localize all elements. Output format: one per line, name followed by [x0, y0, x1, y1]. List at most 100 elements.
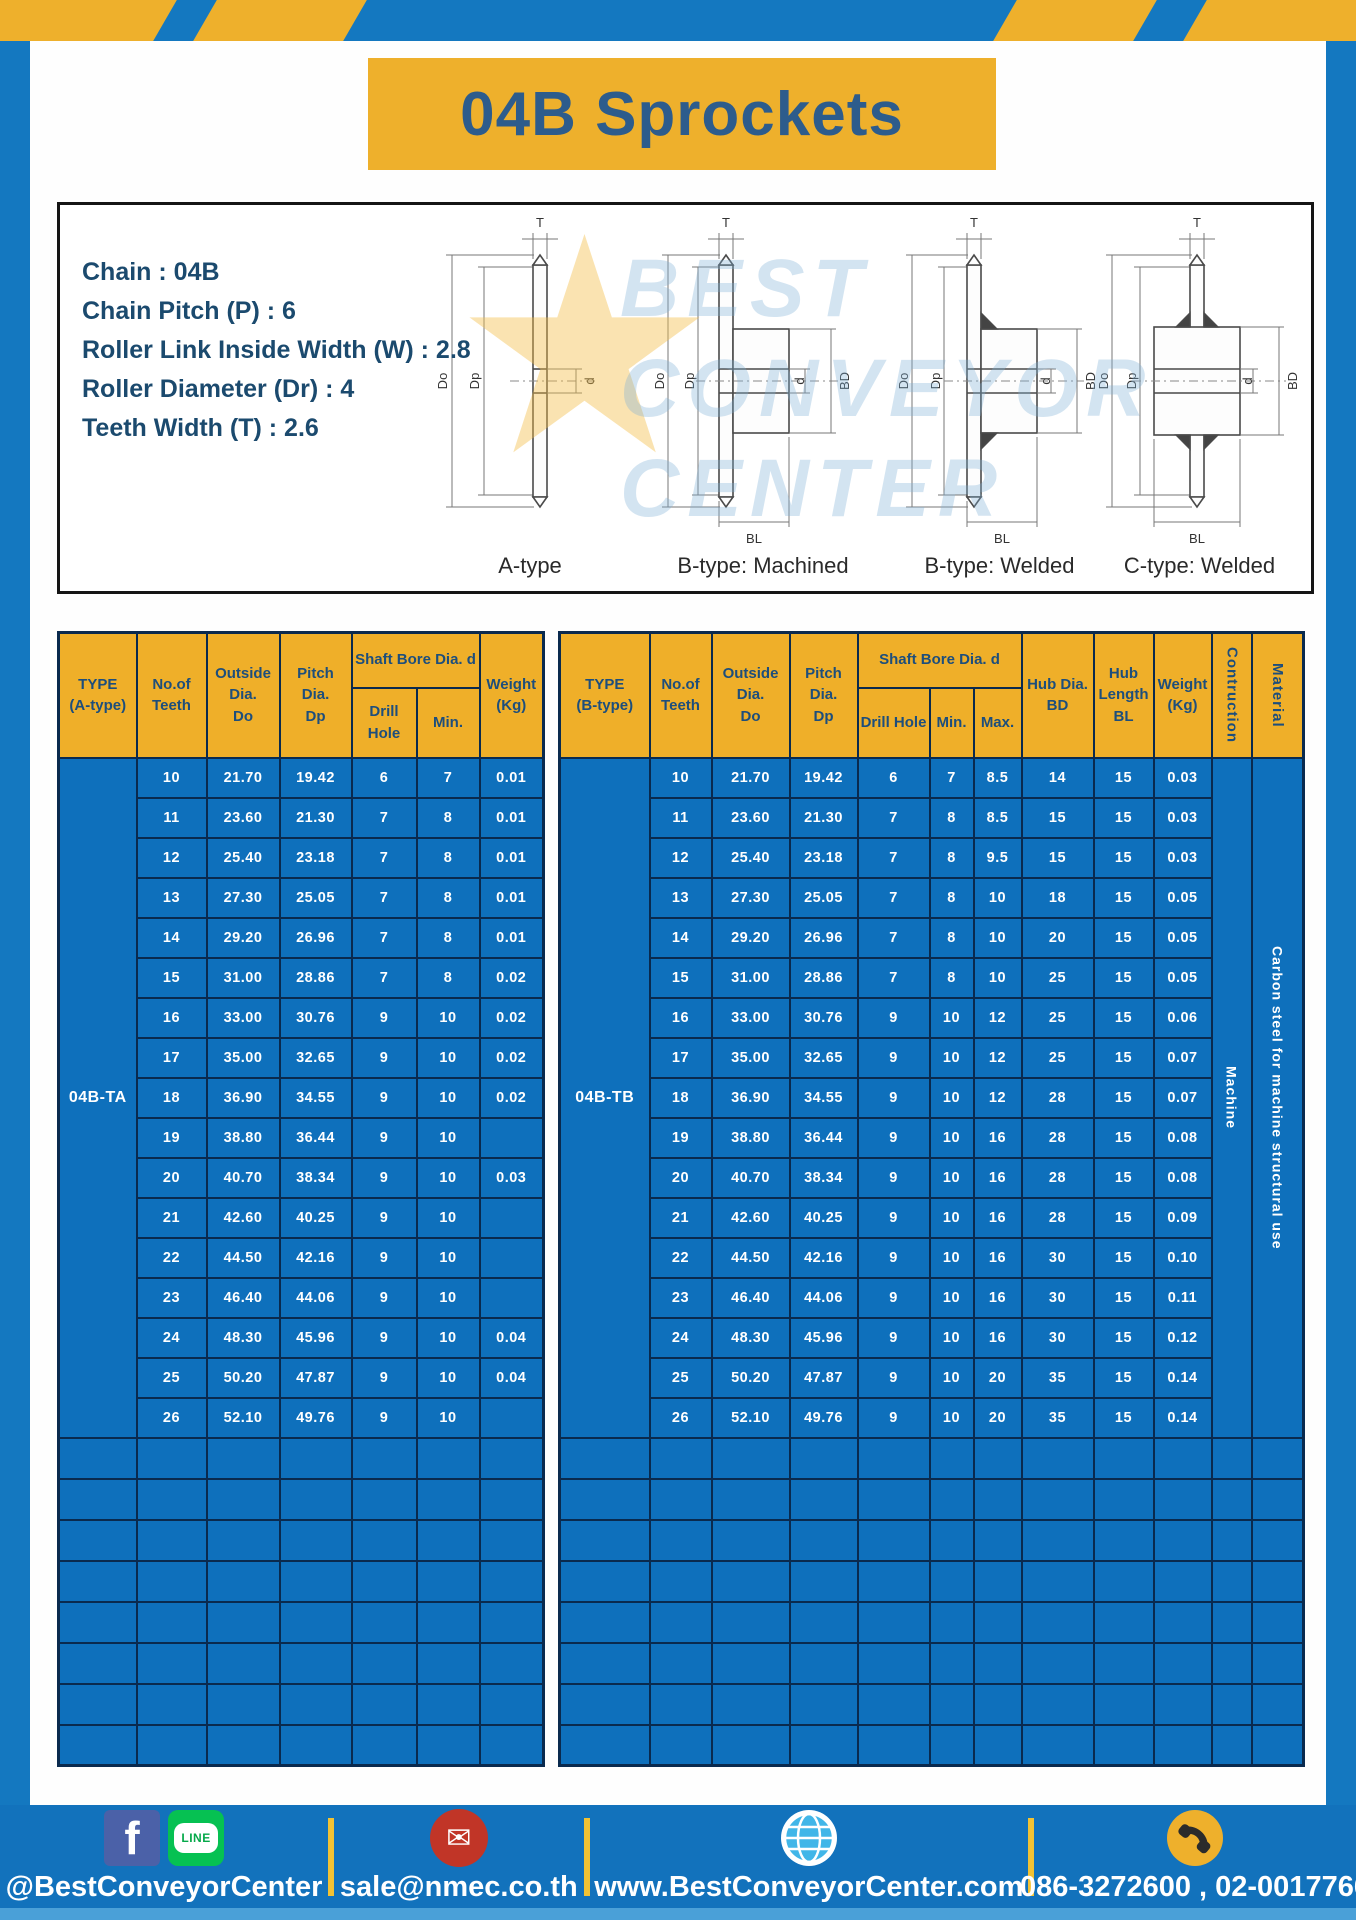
b-type-machined-drawing: Do Dp T d BD BL: [652, 215, 852, 546]
table-cell: 0.01: [478, 796, 545, 839]
table-cell: 15: [1092, 796, 1155, 839]
table-cell: 16: [648, 996, 713, 1039]
table-cell: 30.76: [788, 996, 859, 1039]
table-cell: [415, 1559, 481, 1603]
table-cell: 20: [648, 1156, 713, 1199]
a-type-table-container: TYPE (A-type) No.of Teeth Outside Dia. D…: [57, 631, 545, 1767]
drawing-panel: ★ BEST CONVEYOR CENTER Chain : 04B Chain…: [57, 202, 1314, 594]
table-cell: 16: [135, 996, 208, 1039]
col-header-outside-dia: Outside Dia. Do: [710, 631, 791, 759]
table-cell: [648, 1641, 713, 1685]
table-cell: 32.65: [788, 1036, 859, 1079]
table-cell: 25: [1020, 1036, 1095, 1079]
table-cell: 44.06: [788, 1276, 859, 1319]
table-cell: 0.12: [1152, 1316, 1213, 1359]
table-cell: 25: [648, 1356, 713, 1399]
table-cell: 13: [135, 876, 208, 919]
table-cell: [710, 1559, 791, 1603]
table-cell: [856, 1600, 931, 1644]
table-cell: 19: [135, 1116, 208, 1159]
b-type-welded-drawing: Do Dp T d BD BL: [896, 215, 1098, 546]
table-cell: [135, 1682, 208, 1726]
table-cell: [558, 1641, 651, 1685]
table-cell: 36.90: [710, 1076, 791, 1119]
table-cell: 9: [350, 1276, 418, 1319]
col-header-type: TYPE (A-type): [57, 631, 138, 759]
table-cell: [648, 1436, 713, 1480]
table-cell: 34.55: [278, 1076, 353, 1119]
table-cell: 19: [648, 1116, 713, 1159]
table-cell: [278, 1518, 353, 1562]
table-cell: 19.42: [278, 756, 353, 799]
table-cell: 10: [415, 1236, 481, 1279]
table-cell: 25.05: [278, 876, 353, 919]
table-cell: 40.70: [205, 1156, 281, 1199]
facebook-icon: f: [104, 1810, 161, 1866]
table-cell: 38.80: [710, 1116, 791, 1159]
table-cell: 15: [648, 956, 713, 999]
table-cell: 21.70: [710, 756, 791, 799]
table-cell: [1152, 1600, 1213, 1644]
table-cell: 40.25: [278, 1196, 353, 1239]
table-row: 12 25.40 23.18 7 8 9.5 15 15 0.03: [560, 836, 1304, 879]
col-header-type: TYPE (B-type): [558, 631, 651, 759]
table-cell: 15: [1092, 996, 1155, 1039]
svg-text:d: d: [1038, 377, 1053, 384]
table-cell: 42.16: [278, 1236, 353, 1279]
page-title: 04B Sprockets: [460, 79, 904, 149]
table-cell: 15: [1092, 756, 1155, 799]
table-cell: [57, 1600, 138, 1644]
table-cell: 40.25: [788, 1196, 859, 1239]
table-cell: 28.86: [278, 956, 353, 999]
table-cell: 15: [1092, 916, 1155, 959]
bottom-strip: [0, 1908, 1356, 1920]
empty-row: [57, 1518, 545, 1562]
table-cell: 20: [1020, 916, 1095, 959]
table-cell: [856, 1723, 931, 1767]
table-cell: 35.00: [205, 1036, 281, 1079]
table-cell: 23.18: [788, 836, 859, 879]
svg-text:Dp: Dp: [467, 373, 482, 390]
spec-line: Chain : 04B: [82, 258, 220, 286]
table-cell: 12: [972, 1076, 1023, 1119]
table-cell: 9: [350, 1076, 418, 1119]
table-cell: 15: [135, 956, 208, 999]
table-cell: [205, 1436, 281, 1480]
col-header-max: Max.: [972, 686, 1023, 759]
table-cell: 10: [928, 1156, 975, 1199]
table-cell: 15: [1092, 1196, 1155, 1239]
table-cell: [710, 1600, 791, 1644]
table-cell: 0.02: [478, 1076, 545, 1119]
table-cell: [1092, 1436, 1155, 1480]
phone-icon: [1167, 1810, 1223, 1866]
table-cell: [478, 1682, 545, 1726]
table-cell: 49.76: [788, 1396, 859, 1439]
table-cell: 8: [928, 956, 975, 999]
table-cell: 10: [928, 996, 975, 1039]
table-cell: [1250, 1518, 1305, 1562]
table-cell: [1152, 1518, 1213, 1562]
title-banner: 04B Sprockets: [368, 58, 996, 170]
svg-text:BD: BD: [1083, 372, 1098, 390]
table-cell: 0.10: [1152, 1236, 1213, 1279]
table-cell: 42.16: [788, 1236, 859, 1279]
table-cell: [415, 1477, 481, 1521]
table-cell: [1020, 1682, 1095, 1726]
table-cell: 10: [415, 1396, 481, 1439]
table-cell: [648, 1723, 713, 1767]
table-cell: [788, 1559, 859, 1603]
table-cell: [1210, 1518, 1253, 1562]
col-header-min: Min.: [928, 686, 975, 759]
table-cell: 0.08: [1152, 1156, 1213, 1199]
col-header-outside-dia: Outside Dia. Do: [205, 631, 281, 759]
table-cell: [1092, 1723, 1155, 1767]
table-cell: [350, 1477, 418, 1521]
table-cell: [478, 1723, 545, 1767]
table-cell: 10: [928, 1036, 975, 1079]
table-cell: 52.10: [205, 1396, 281, 1439]
empty-row: [57, 1477, 545, 1521]
table-cell: 33.00: [205, 996, 281, 1039]
table-cell: 35: [1020, 1396, 1095, 1439]
table-cell: 9: [350, 1356, 418, 1399]
table-cell: 8: [415, 796, 481, 839]
